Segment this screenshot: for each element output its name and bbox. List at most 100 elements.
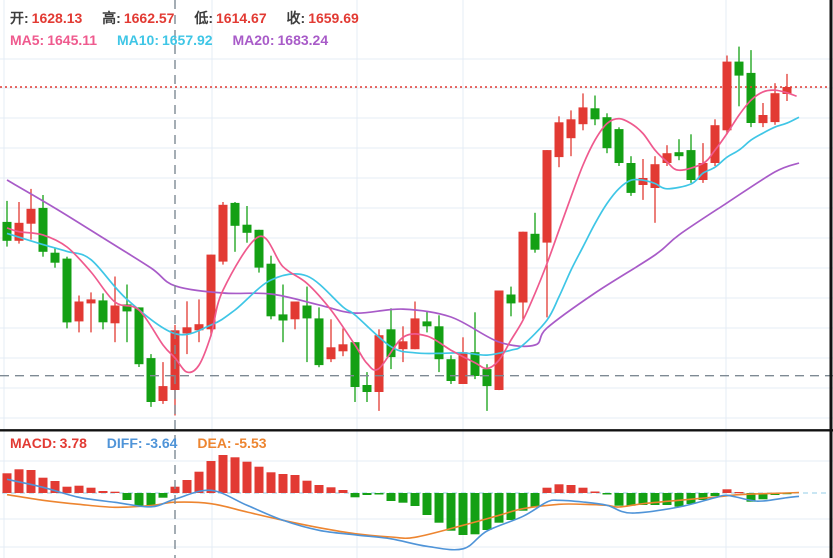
macd-bar — [470, 493, 480, 535]
macd-bar — [554, 484, 564, 493]
macd-bar — [122, 493, 132, 500]
macd-bar — [338, 490, 348, 493]
macd-lines-layer — [6, 478, 800, 551]
candle-body — [554, 122, 564, 158]
ma5-value: 1645.11 — [47, 32, 98, 48]
candle-body — [518, 231, 528, 303]
macd-label: MACD: — [10, 435, 57, 451]
candle-body — [782, 87, 792, 94]
candle-body — [686, 150, 696, 180]
macd-bar — [446, 493, 456, 531]
candle-body — [110, 305, 120, 324]
ma5-line — [6, 89, 797, 374]
candle-body — [62, 258, 72, 323]
macd-bar — [722, 489, 732, 493]
ma5-legend: MA5: 1645.11 — [10, 32, 97, 48]
candle-body — [458, 352, 468, 384]
macd-bar — [614, 493, 624, 506]
macd-bar — [494, 493, 504, 523]
candle-body — [746, 72, 756, 123]
macd-bar — [662, 493, 672, 505]
candle-body — [770, 93, 780, 123]
macd-value: 3.78 — [59, 435, 87, 451]
macd-bar — [98, 491, 108, 493]
macd-bar — [194, 471, 204, 493]
macd-bar — [206, 461, 216, 493]
macd-bar — [38, 477, 48, 493]
candle-body — [710, 125, 720, 163]
candle-body — [86, 299, 96, 304]
macd-histogram-layer — [2, 455, 792, 535]
macd-bar — [218, 455, 228, 493]
ma10-value: 1657.92 — [161, 32, 213, 48]
macd-bar — [422, 493, 432, 515]
macd-bar — [434, 493, 444, 523]
macd-bar — [506, 493, 516, 520]
macd-bar — [110, 491, 120, 493]
low-label: 低: — [194, 10, 214, 26]
diff-label: DIFF: — [106, 435, 143, 451]
candle-body — [566, 119, 576, 139]
macd-indicator-labels: MACD: 3.78 DIFF: -3.64 DEA: -5.53 — [10, 435, 283, 451]
dea-value: -5.53 — [234, 435, 267, 451]
macd-bar — [254, 466, 264, 493]
candle-body — [242, 224, 252, 233]
macd-bar — [62, 486, 72, 493]
macd-bar — [578, 487, 588, 493]
low-value: 1614.67 — [216, 10, 267, 26]
ma10-line — [6, 116, 800, 356]
candle-body — [698, 163, 708, 180]
ohlc-high: 高: 1662.57 — [102, 8, 174, 28]
macd-bar — [350, 493, 360, 498]
candles-layer — [2, 46, 792, 416]
ohlc-header: 开: 1628.13 高: 1662.57 低: 1614.67 收: 1659.69 — [10, 8, 375, 28]
macd-bar — [530, 493, 540, 507]
candle-body — [314, 318, 324, 366]
diff-value: -3.64 — [145, 435, 178, 451]
candle-body — [386, 329, 396, 358]
macd-bar — [326, 487, 336, 493]
high-value: 1662.57 — [123, 10, 175, 26]
open-value: 1628.13 — [31, 10, 83, 26]
macd-bar — [566, 485, 576, 493]
diff-line — [6, 478, 800, 551]
candle-body — [278, 314, 288, 321]
candle-body — [134, 307, 144, 365]
candle-body — [602, 117, 612, 149]
macd-bar — [542, 487, 552, 493]
ma5-label: MA5: — [10, 32, 45, 48]
candle-body — [542, 150, 552, 243]
macd-bar — [710, 493, 720, 496]
candle-body — [734, 61, 744, 76]
ma20-label: MA20: — [232, 32, 275, 48]
macd-bar — [482, 493, 492, 530]
candle-body — [530, 233, 540, 250]
candle-body — [194, 324, 204, 331]
close-value: 1659.69 — [308, 10, 359, 26]
macd-bar — [74, 485, 84, 493]
macd-bar — [182, 480, 192, 493]
candle-body — [482, 369, 492, 387]
candle-body — [254, 229, 264, 268]
candle-body — [38, 207, 48, 252]
candle-body — [74, 301, 84, 322]
candle-body — [338, 344, 348, 352]
candle-body — [350, 342, 360, 387]
macd-legend: MACD: 3.78 — [10, 435, 87, 451]
ma20-value: 1683.24 — [277, 32, 329, 48]
high-label: 高: — [102, 10, 121, 26]
candle-body — [374, 335, 384, 392]
candle-body — [230, 202, 240, 226]
candle-body — [446, 359, 456, 381]
candle-body — [722, 61, 732, 131]
ma10-label: MA10: — [116, 32, 159, 48]
macd-bar — [746, 493, 756, 502]
macd-bar — [134, 493, 144, 506]
macd-bar — [290, 475, 300, 493]
ohlc-close: 收: 1659.69 — [287, 8, 359, 28]
macd-bar — [86, 487, 96, 493]
candle-body — [674, 152, 684, 157]
close-label: 收: — [286, 10, 306, 26]
macd-bar — [230, 457, 240, 493]
